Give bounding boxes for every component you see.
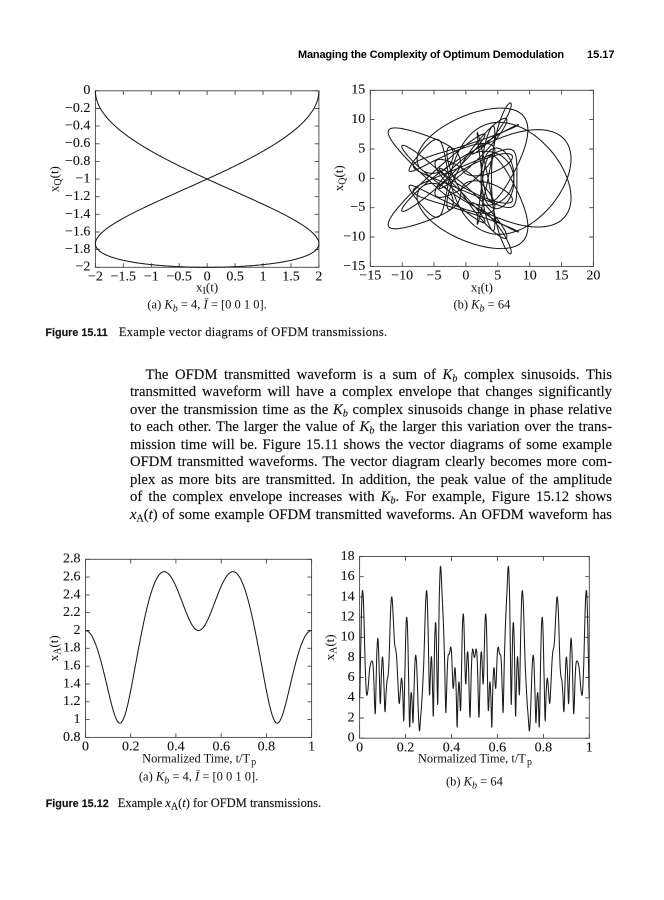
svg-text:10: 10 <box>351 112 365 127</box>
svg-text:1.5: 1.5 <box>282 270 300 285</box>
svg-text:−10: −10 <box>343 229 365 244</box>
svg-text:1.8: 1.8 <box>63 641 81 656</box>
svg-text:6: 6 <box>348 670 355 685</box>
svg-text:−10: −10 <box>391 269 413 284</box>
svg-text:10: 10 <box>341 630 355 645</box>
svg-text:0.4: 0.4 <box>167 740 185 755</box>
svg-text:Normalized Time, t/T: Normalized Time, t/T <box>142 752 250 766</box>
svg-text:5: 5 <box>494 269 501 284</box>
svg-text:−2: −2 <box>88 270 103 285</box>
svg-text:p: p <box>527 757 532 768</box>
svg-text:1: 1 <box>74 712 81 727</box>
svg-text:xQ(t): xQ(t) <box>331 165 349 191</box>
svg-text:18: 18 <box>341 549 355 564</box>
svg-text:−15: −15 <box>359 269 381 284</box>
svg-text:0.6: 0.6 <box>212 740 230 755</box>
svg-text:−5: −5 <box>427 269 442 284</box>
svg-text:14: 14 <box>341 589 355 604</box>
svg-text:0: 0 <box>462 269 469 284</box>
svg-text:2: 2 <box>348 710 355 725</box>
svg-text:−1.5: −1.5 <box>111 270 136 285</box>
svg-text:−0.2: −0.2 <box>65 101 90 116</box>
svg-text:xI(t): xI(t) <box>196 280 218 298</box>
svg-text:−0.5: −0.5 <box>166 270 191 285</box>
svg-text:−15: −15 <box>343 259 365 274</box>
svg-text:20: 20 <box>586 269 600 284</box>
svg-text:−2: −2 <box>75 260 90 275</box>
svg-text:−1.6: −1.6 <box>65 224 90 239</box>
svg-text:0: 0 <box>82 740 89 755</box>
svg-text:−1.2: −1.2 <box>65 189 90 204</box>
svg-text:xI(t): xI(t) <box>471 280 493 298</box>
svg-text:−0.8: −0.8 <box>65 154 90 169</box>
svg-text:0: 0 <box>348 731 355 746</box>
svg-text:0: 0 <box>204 270 211 285</box>
svg-text:1: 1 <box>260 270 267 285</box>
svg-text:0: 0 <box>358 171 365 186</box>
svg-text:10: 10 <box>523 269 537 284</box>
svg-text:(a) Kb = 4, Ī = [0 0 1 0].: (a) Kb = 4, Ī = [0 0 1 0]. <box>139 770 258 787</box>
svg-text:12: 12 <box>341 610 355 625</box>
svg-text:0.8: 0.8 <box>535 740 553 755</box>
svg-text:−1.4: −1.4 <box>65 207 90 222</box>
svg-text:xA(t): xA(t) <box>322 634 340 660</box>
svg-text:0.2: 0.2 <box>122 740 140 755</box>
svg-text:xQ(t): xQ(t) <box>47 166 65 192</box>
svg-text:(a) Kb = 4, Ī = [0 0 1 0].: (a) Kb = 4, Ī = [0 0 1 0]. <box>147 298 266 315</box>
svg-text:0.5: 0.5 <box>226 270 244 285</box>
svg-text:15: 15 <box>555 269 569 284</box>
svg-text:0: 0 <box>83 83 90 98</box>
svg-text:0.4: 0.4 <box>443 740 461 755</box>
svg-text:−1: −1 <box>75 172 90 187</box>
svg-text:xA(t): xA(t) <box>46 635 64 661</box>
svg-text:−1.8: −1.8 <box>65 242 90 257</box>
svg-text:−0.4: −0.4 <box>65 119 90 134</box>
svg-text:0.8: 0.8 <box>258 740 276 755</box>
svg-text:−0.6: −0.6 <box>65 136 90 151</box>
svg-text:1.2: 1.2 <box>63 694 81 709</box>
svg-text:16: 16 <box>341 569 355 584</box>
svg-text:−5: −5 <box>350 200 365 215</box>
svg-text:0: 0 <box>356 740 363 755</box>
svg-text:(b) Kb = 64: (b) Kb = 64 <box>453 298 511 315</box>
svg-text:5: 5 <box>358 141 365 156</box>
svg-text:4: 4 <box>348 690 355 705</box>
svg-text:0.2: 0.2 <box>397 740 415 755</box>
svg-text:1: 1 <box>308 740 315 755</box>
svg-text:0.6: 0.6 <box>489 740 507 755</box>
svg-text:Normalized Time, t/T: Normalized Time, t/T <box>418 752 526 766</box>
svg-text:p: p <box>251 757 256 768</box>
svg-text:2.8: 2.8 <box>63 552 81 567</box>
svg-text:2: 2 <box>74 623 81 638</box>
svg-text:1.4: 1.4 <box>63 676 81 691</box>
svg-text:0.8: 0.8 <box>63 730 81 745</box>
svg-text:2: 2 <box>315 270 322 285</box>
svg-text:15: 15 <box>351 83 365 98</box>
svg-text:−1: −1 <box>144 270 159 285</box>
svg-text:1: 1 <box>586 740 593 755</box>
svg-text:(b) Kb = 64: (b) Kb = 64 <box>446 775 504 792</box>
svg-text:2.6: 2.6 <box>63 570 81 585</box>
svg-text:8: 8 <box>348 650 355 665</box>
svg-text:2.2: 2.2 <box>63 605 81 620</box>
svg-text:2.4: 2.4 <box>63 587 81 602</box>
svg-text:1.6: 1.6 <box>63 659 81 674</box>
